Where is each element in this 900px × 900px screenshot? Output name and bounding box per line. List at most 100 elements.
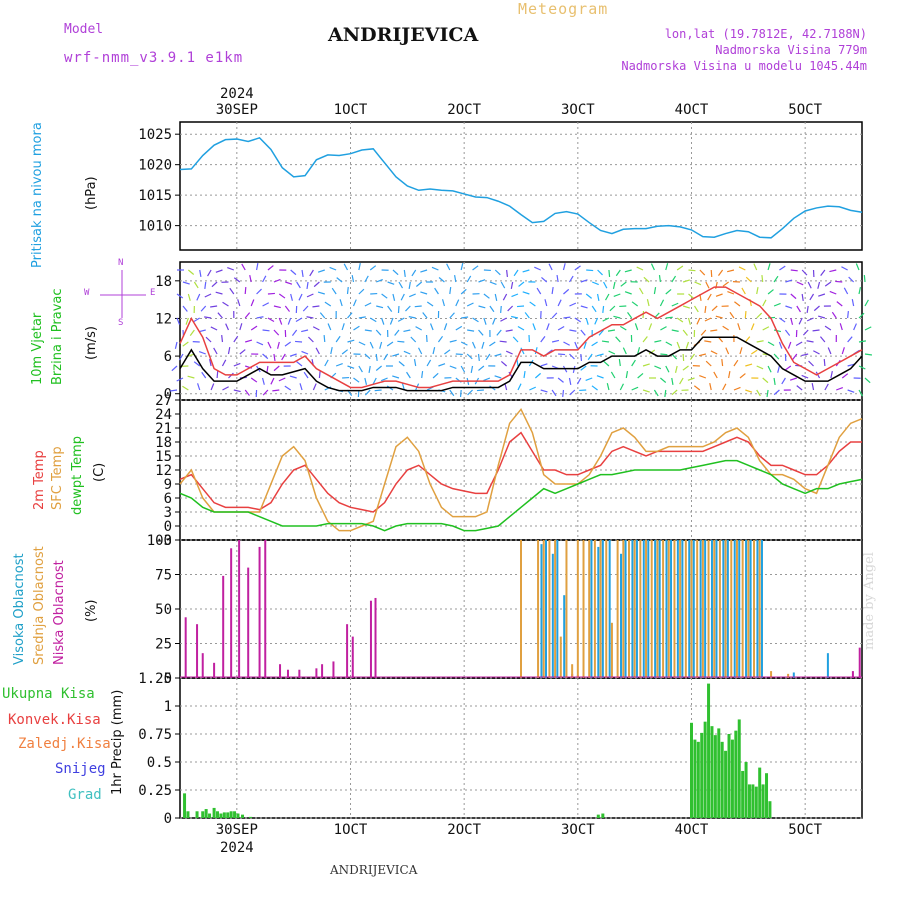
series-bar bbox=[826, 653, 829, 678]
wind-barb bbox=[569, 302, 577, 307]
wind-barb bbox=[353, 325, 360, 331]
wind-barb bbox=[244, 389, 250, 396]
series-bar bbox=[298, 669, 301, 678]
wind-barb bbox=[266, 365, 269, 374]
wind-barb bbox=[586, 269, 594, 272]
wind-barb bbox=[422, 312, 428, 319]
x-tick-label-bottom: 4OCT bbox=[675, 822, 709, 838]
wind-barb bbox=[801, 353, 809, 357]
series-bar bbox=[264, 540, 267, 678]
wind-barb bbox=[406, 371, 411, 379]
series-bar bbox=[753, 540, 756, 678]
wind-barb bbox=[610, 371, 616, 379]
wind-barb bbox=[792, 353, 798, 360]
wind-barb bbox=[587, 353, 593, 361]
wind-barb bbox=[392, 293, 396, 301]
wind-barb bbox=[654, 365, 662, 370]
series-bar bbox=[590, 540, 593, 678]
wind-barb bbox=[298, 293, 303, 301]
wind-barb bbox=[369, 341, 374, 349]
wind-barb bbox=[401, 383, 405, 391]
wind-barb bbox=[347, 339, 355, 343]
wind-barb bbox=[460, 341, 468, 346]
wind-barb bbox=[622, 347, 627, 355]
wind-barb bbox=[276, 341, 280, 349]
pressure-unit-label: (hPa) bbox=[84, 176, 99, 210]
series-bar bbox=[248, 816, 252, 818]
series-bar bbox=[610, 622, 613, 678]
precip-legend-item: Konvek.Kisa bbox=[8, 712, 101, 728]
wind-barb bbox=[841, 347, 845, 355]
wind-barb bbox=[642, 389, 650, 393]
series-bar bbox=[238, 540, 241, 678]
series-bar bbox=[713, 735, 717, 818]
wind-barb bbox=[829, 269, 837, 273]
series-bar bbox=[597, 546, 600, 678]
wind-barb bbox=[728, 371, 731, 379]
wind-barb bbox=[193, 317, 201, 323]
wind-barb bbox=[529, 386, 536, 391]
wind-barb bbox=[510, 281, 514, 289]
wind-barb bbox=[569, 329, 577, 332]
wind-barb bbox=[660, 326, 667, 331]
wind-barb bbox=[267, 317, 275, 322]
y-tick-label: 0.25 bbox=[138, 783, 172, 799]
wind-barb bbox=[341, 349, 349, 355]
wind-barb bbox=[250, 377, 258, 383]
y-tick-label: 9 bbox=[164, 477, 172, 493]
wind-barb bbox=[818, 315, 826, 319]
series-bar bbox=[738, 540, 741, 678]
series-bar bbox=[247, 567, 250, 678]
precip-axis-label: 1hr Precip (mm) bbox=[110, 689, 125, 795]
wind-barb bbox=[650, 263, 655, 271]
wind-barb bbox=[551, 312, 558, 319]
series-line bbox=[179, 407, 863, 532]
series-line bbox=[179, 431, 862, 513]
wind-barb bbox=[536, 287, 542, 295]
wind-barb bbox=[215, 269, 223, 273]
wind-barb bbox=[796, 281, 804, 286]
y-tick-label: -3 bbox=[155, 533, 172, 549]
series-bar bbox=[608, 540, 611, 678]
wind-barb bbox=[261, 377, 265, 385]
y-tick-label: 1010 bbox=[138, 219, 172, 235]
wind-barb bbox=[278, 317, 283, 325]
wind-barb bbox=[492, 317, 496, 325]
wind-barb bbox=[446, 263, 451, 271]
wind-barb bbox=[618, 358, 621, 367]
wind-barb bbox=[278, 377, 286, 382]
wind-barb bbox=[608, 350, 616, 355]
wind-barb bbox=[627, 311, 633, 319]
wind-barb bbox=[773, 389, 780, 396]
series-bar bbox=[601, 813, 605, 818]
wind-barb bbox=[685, 341, 690, 349]
wind-barb bbox=[255, 263, 259, 271]
precip-legend-item: Ukupna Kisa bbox=[2, 686, 95, 702]
wind-barb bbox=[262, 329, 270, 332]
y-tick-label: 12 bbox=[155, 463, 172, 479]
wind-barb bbox=[682, 329, 688, 336]
wind-barb bbox=[215, 291, 223, 295]
wind-barb bbox=[397, 340, 405, 343]
wind-barb bbox=[387, 281, 395, 285]
series-line bbox=[179, 336, 863, 392]
wind-barb bbox=[738, 266, 746, 271]
wind-barb bbox=[381, 317, 385, 325]
series-bar bbox=[213, 662, 216, 678]
series-bar bbox=[229, 811, 233, 818]
wind-barb bbox=[671, 389, 678, 396]
wind-barb bbox=[233, 335, 239, 343]
wind-barb bbox=[693, 305, 699, 313]
station-title: ANDRIJEVICA bbox=[328, 24, 479, 46]
wind-barb bbox=[705, 281, 710, 289]
wind-barb bbox=[315, 347, 320, 355]
wind-barb bbox=[665, 289, 672, 295]
wind-barb bbox=[410, 336, 417, 343]
wind-barb bbox=[466, 275, 472, 283]
wind-barb bbox=[676, 317, 684, 323]
compass-north: N bbox=[118, 258, 124, 268]
wind-barb bbox=[511, 293, 519, 298]
wind-barb bbox=[250, 299, 255, 307]
series-bar bbox=[747, 784, 751, 818]
wind-barb bbox=[387, 305, 393, 313]
